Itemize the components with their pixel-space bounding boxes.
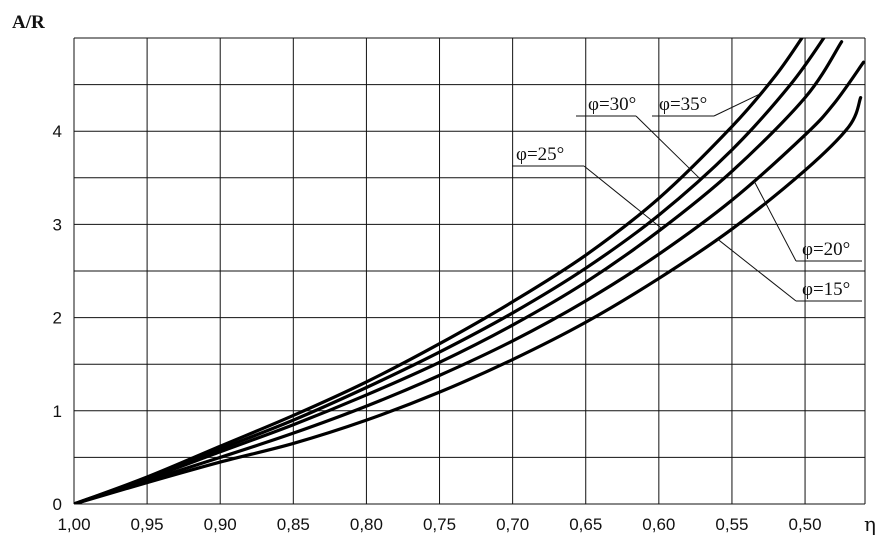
x-axis-label: η bbox=[864, 512, 876, 536]
annotation-leader bbox=[635, 115, 701, 179]
x-tick-label: 0,55 bbox=[715, 515, 748, 534]
curves bbox=[74, 38, 865, 504]
annotation-label: φ=25° bbox=[516, 144, 564, 165]
x-tick-label: 0,90 bbox=[204, 515, 237, 534]
annotation-label: φ=35° bbox=[659, 94, 707, 115]
annotations: φ=30° φ=35° φ=25° φ=20° φ=15° bbox=[512, 93, 862, 302]
annotation-label: φ=20° bbox=[802, 239, 850, 260]
y-tick-label: 3 bbox=[53, 215, 62, 234]
x-tick-label: 0,60 bbox=[642, 515, 675, 534]
annotation-leader bbox=[753, 180, 797, 262]
y-axis-label: A/R bbox=[12, 12, 45, 33]
y-tick-label: 1 bbox=[53, 402, 62, 421]
x-tick-label: 0,95 bbox=[131, 515, 164, 534]
x-tick-label: 0,75 bbox=[423, 515, 456, 534]
x-tick-label: 0,80 bbox=[350, 515, 383, 534]
annotation-leader bbox=[583, 165, 663, 229]
x-tick-label: 0,70 bbox=[496, 515, 529, 534]
series-line-2 bbox=[74, 40, 844, 504]
series-line-1 bbox=[74, 60, 865, 504]
x-tick-label: 0,85 bbox=[277, 515, 310, 534]
y-tick-label: 0 bbox=[53, 495, 62, 514]
y-tick-label: 2 bbox=[53, 309, 62, 328]
annotation-label: φ=15° bbox=[802, 279, 850, 300]
grid bbox=[73, 37, 866, 505]
annotation-label: φ=30° bbox=[588, 94, 636, 115]
annotation-leader bbox=[717, 238, 797, 302]
series-line-3 bbox=[74, 38, 826, 504]
x-tick-label: 0,65 bbox=[569, 515, 602, 534]
y-tick-label: 4 bbox=[53, 122, 62, 141]
tick-labels: 1,00 0,95 0,90 0,85 0,80 0,75 0,70 0,65 0,60 0,55… bbox=[53, 122, 822, 534]
series-line-4 bbox=[74, 38, 804, 504]
x-tick-label: 1,00 bbox=[57, 515, 90, 534]
annotation-leader bbox=[713, 93, 760, 117]
x-tick-label: 0,50 bbox=[789, 515, 822, 534]
series-line-0 bbox=[74, 96, 863, 504]
